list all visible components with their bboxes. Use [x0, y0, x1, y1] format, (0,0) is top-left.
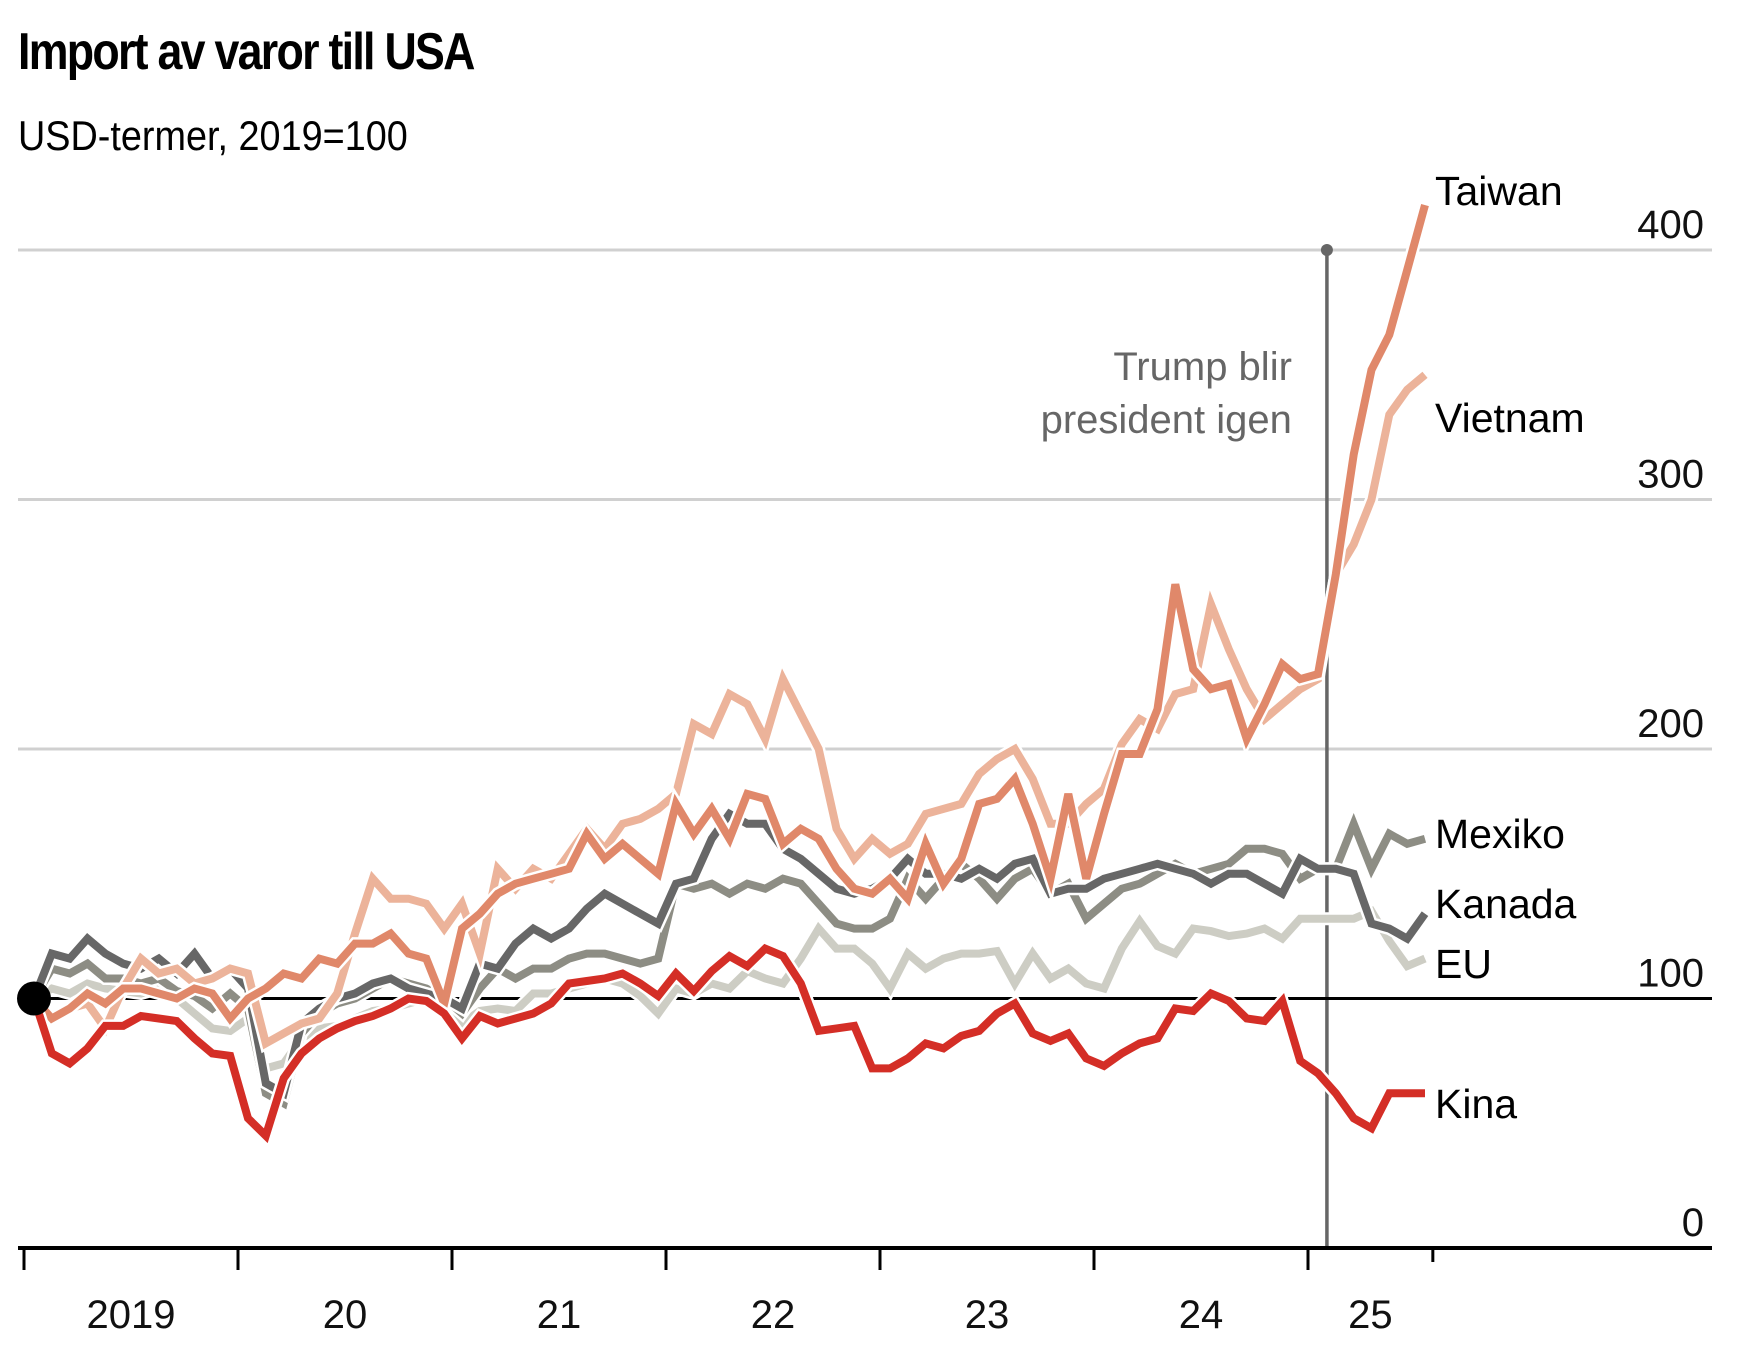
x-tick-label-24: 24 [1179, 1293, 1224, 1337]
annotation-dot [1320, 244, 1333, 256]
annotation-text-line-1: Trump blir [1113, 345, 1292, 389]
y-axis-labels: 0 100 200 300 400 [1637, 203, 1704, 1245]
x-tick-label-25: 25 [1348, 1293, 1393, 1337]
baseline-start-dot [17, 981, 51, 1016]
series-line-vietnam [31, 371, 1428, 1050]
x-tick-label-21: 21 [537, 1293, 582, 1337]
y-tick-label-300: 300 [1637, 453, 1704, 497]
gridlines [18, 248, 1712, 751]
annotation-text-line-2: president igen [1041, 398, 1292, 442]
series-line-kanada [30, 808, 1429, 1100]
chart-subtitle: USD-termer, 2019=100 [18, 112, 408, 159]
series-end-labels: Taiwan Vietnam Mexiko Kanada EU Kina [1435, 168, 1585, 1127]
series-label-eu: EU [1435, 941, 1492, 987]
series-label-vietnam: Vietnam [1435, 395, 1585, 441]
trump-annotation: Trump blir president igen [1041, 244, 1333, 1248]
y-tick-label-200: 200 [1637, 702, 1704, 746]
y-tick-label-0: 0 [1682, 1201, 1704, 1245]
series-label-kanada: Kanada [1435, 881, 1577, 927]
series-label-mexiko: Mexiko [1435, 811, 1565, 857]
series-line-kina [30, 943, 1425, 1144]
x-axis: 2019 20 21 22 23 24 25 [18, 1246, 1712, 1337]
x-tick-label-2019: 2019 [87, 1293, 176, 1337]
y-tick-label-100: 100 [1637, 952, 1704, 996]
y-tick-label-400: 400 [1637, 203, 1704, 247]
series-lines [27, 203, 1712, 1148]
x-tick-label-20: 20 [323, 1293, 368, 1337]
series-line-taiwan [31, 204, 1429, 1025]
series-label-kina: Kina [1435, 1081, 1517, 1127]
x-tick-label-23: 23 [965, 1293, 1010, 1337]
chart-title: Import av varor till USA [18, 23, 475, 81]
series-label-taiwan: Taiwan [1435, 168, 1563, 214]
series-halo-vietnam [29, 369, 1430, 1054]
x-tick-label-22: 22 [751, 1293, 796, 1337]
